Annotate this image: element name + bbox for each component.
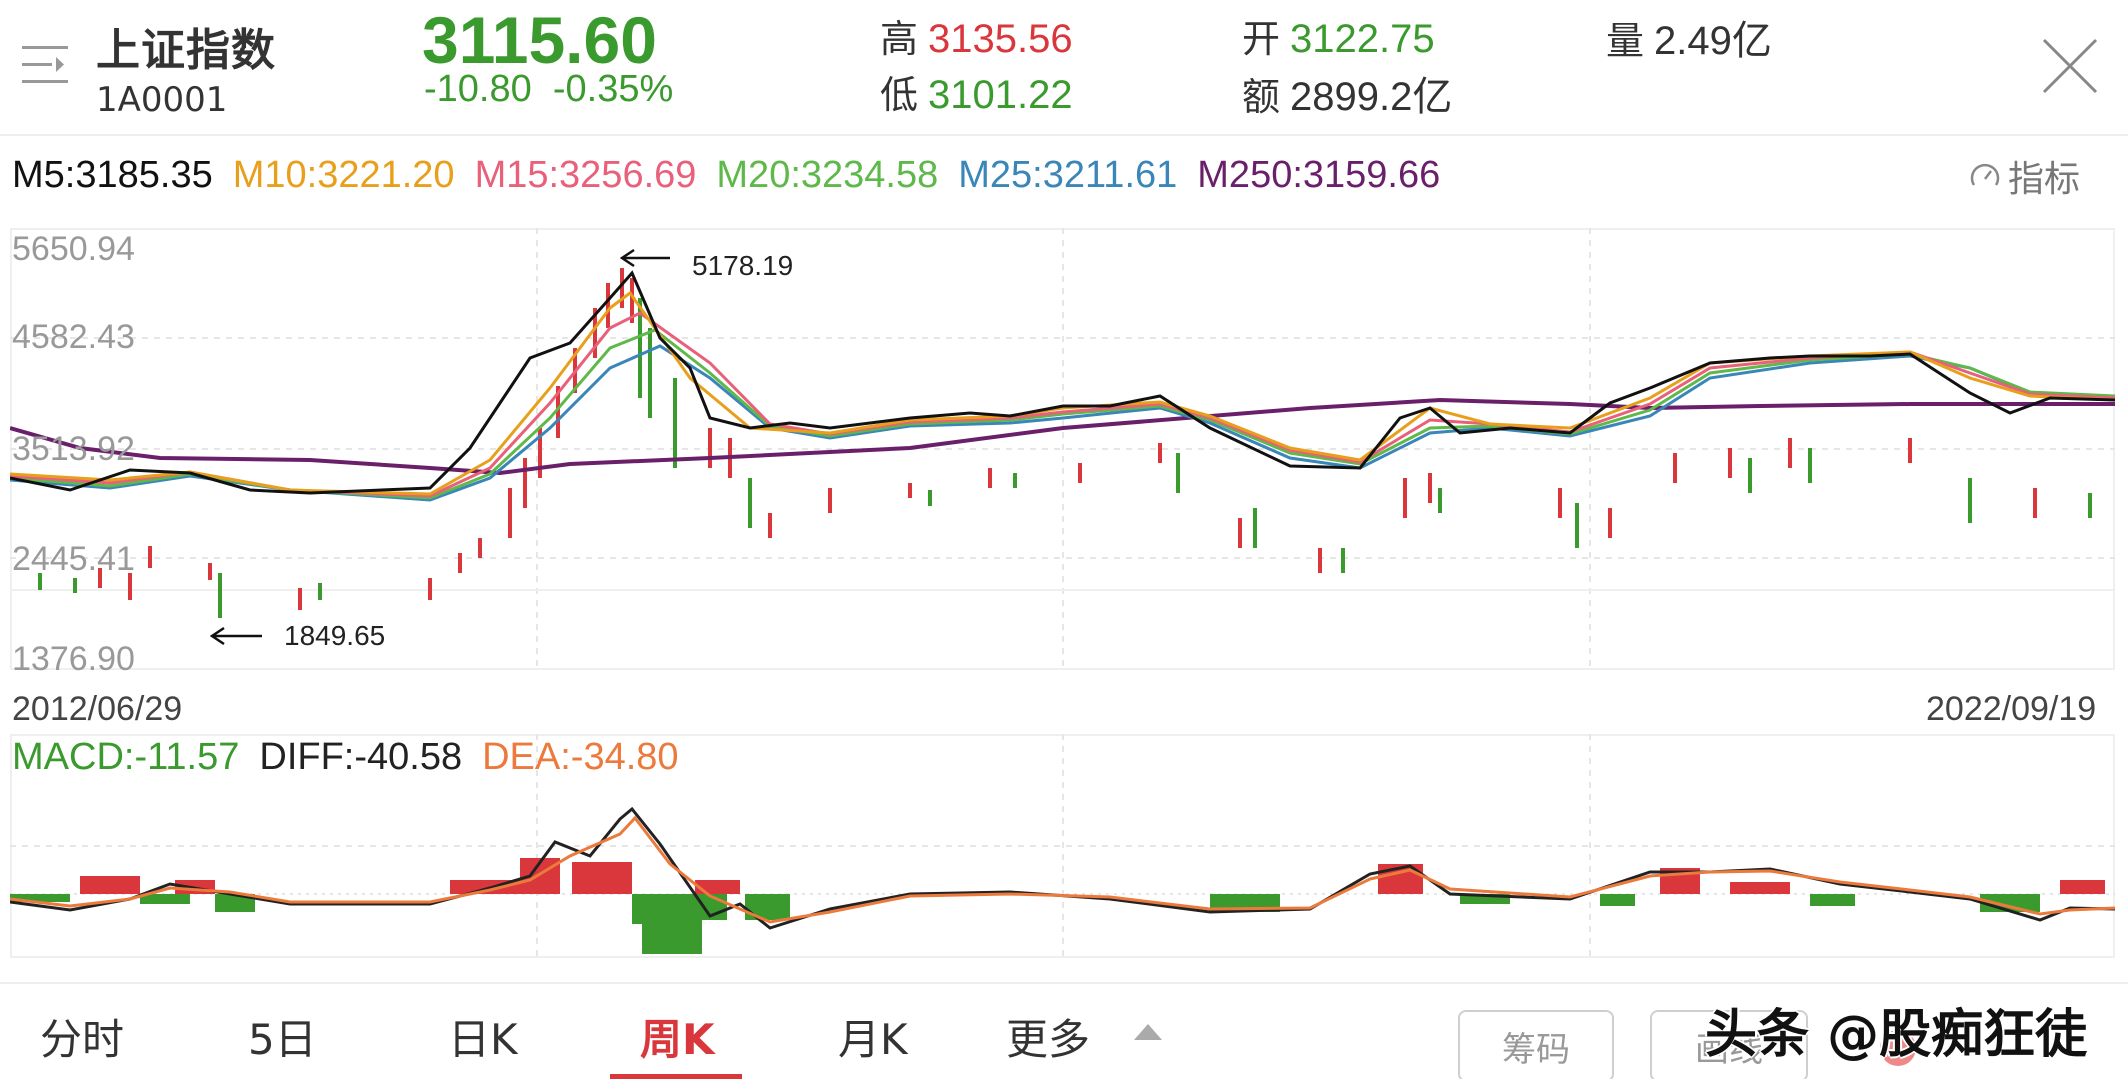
high-value: 3135.56 (928, 17, 1073, 61)
index-code: 1A0001 (96, 80, 228, 120)
start-date: 2012/06/29 (12, 690, 183, 728)
tab-intraday[interactable]: 分时 (40, 1015, 125, 1064)
ma-legend: M5:3185.35 M10:3221.20 M15:3256.69 M20:3234… (12, 154, 1460, 197)
y-tick-4: 2445.41 (12, 540, 135, 578)
volume-label: 量 (1606, 19, 1645, 63)
amount-label: 额 (1242, 75, 1281, 119)
ma25-value: M25:3211.61 (958, 154, 1178, 196)
low-value: 3101.22 (928, 73, 1073, 117)
ma5-value: M5:3185.35 (12, 154, 213, 196)
ma20-value: M20:3234.58 (716, 154, 939, 196)
y-tick-1: 5650.94 (12, 230, 135, 268)
diff-value: DIFF:-40.58 (259, 736, 463, 778)
low-annotation: 1849.65 (284, 620, 386, 651)
caret-up-icon[interactable] (1134, 1024, 1162, 1040)
ma15-value: M15:3256.69 (474, 154, 697, 196)
index-title: 上证指数 (96, 25, 276, 76)
end-date: 2022/09/19 (1926, 690, 2097, 728)
ma10-value: M10:3221.20 (232, 154, 455, 196)
watermark-dot (1880, 1030, 1916, 1066)
active-tab-indicator (610, 1074, 742, 1079)
indicator-button[interactable]: 指标 (1968, 150, 2080, 202)
high-annotation: 5178.19 (692, 250, 794, 281)
price-change: -10.80 -0.35% (424, 68, 673, 111)
tab-monthly-k[interactable]: 月K (838, 1015, 908, 1064)
macd-chart-canvas (10, 734, 2115, 958)
draw-line-button[interactable]: 画线 (1650, 1010, 1808, 1079)
tab-more[interactable]: 更多 (1006, 1015, 1091, 1064)
y-tick-3: 3513.92 (12, 430, 135, 468)
menu-list-icon[interactable] (22, 44, 72, 84)
low-label: 低 (880, 73, 919, 117)
volume-stat: 量 2.49亿 (1606, 8, 1772, 66)
open-value: 3122.75 (1290, 17, 1435, 61)
open-label: 开 (1242, 17, 1281, 61)
tab-daily-k[interactable]: 日K (448, 1015, 518, 1064)
open-stat: 开 3122.75 (1242, 8, 1435, 63)
watermark: 头条 @股痴狂徒 (1705, 1005, 2088, 1065)
low-stat: 低 3101.22 (880, 64, 1073, 119)
high-label: 高 (880, 17, 919, 61)
tab-5day[interactable]: 5日 (248, 1015, 317, 1064)
ma250-value: M250:3159.66 (1197, 154, 1441, 196)
kline-chart-canvas (10, 228, 2115, 670)
amount-stat: 额 2899.2亿 (1242, 64, 1452, 122)
y-tick-5: 1376.90 (12, 640, 135, 678)
indicator-label: 指标 (2008, 159, 2081, 200)
dea-value: DEA:-34.80 (482, 736, 679, 778)
y-tick-2: 4582.43 (12, 318, 135, 356)
macd-legend: MACD:-11.57 DIFF:-40.58 DEA:-34.80 (12, 736, 699, 779)
current-price: 3115.60 (422, 3, 657, 77)
close-icon[interactable] (2040, 36, 2100, 96)
volume-value: 2.49亿 (1654, 19, 1772, 63)
amount-value: 2899.2亿 (1290, 75, 1453, 119)
change-percent: -0.35% (552, 68, 674, 110)
period-tabbar: 分时 5日 日K 周K 月K 更多 筹码 画线 (0, 982, 2128, 1079)
change-value: -10.80 (424, 68, 532, 110)
macd-value: MACD:-11.57 (12, 736, 240, 778)
gauge-icon (1970, 163, 2000, 186)
high-stat: 高 3135.56 (880, 8, 1073, 63)
chips-button[interactable]: 筹码 (1458, 1010, 1614, 1079)
tab-weekly-k[interactable]: 周K (640, 1015, 715, 1064)
quote-header: 上证指数 1A0001 3115.60 -10.80 -0.35% 高 3135.… (0, 0, 2128, 136)
